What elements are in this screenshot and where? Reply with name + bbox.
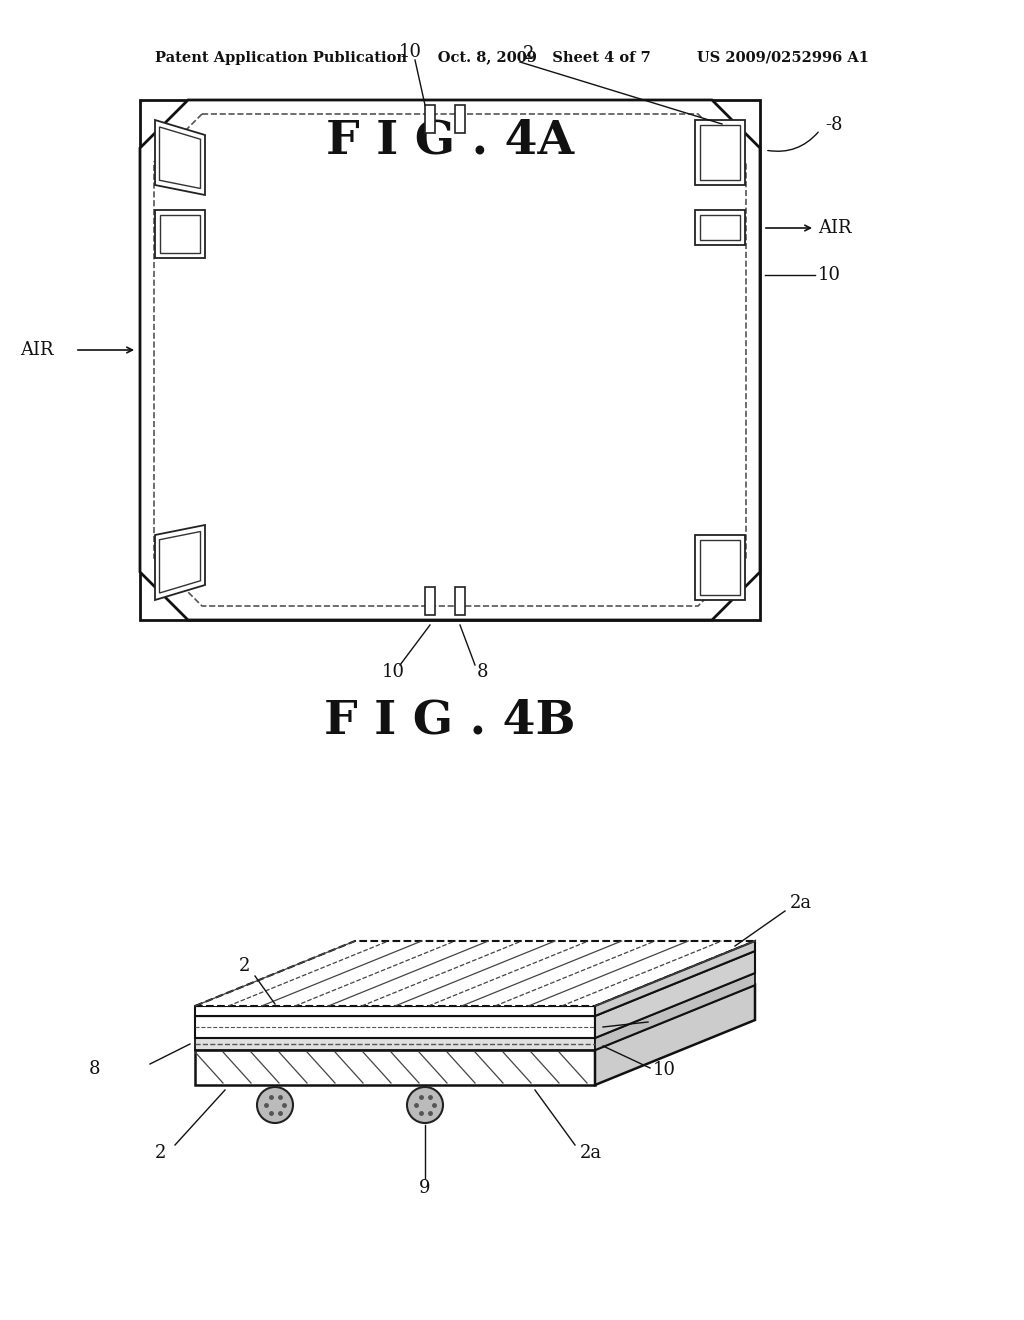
Text: 2: 2 (155, 1144, 166, 1162)
Polygon shape (140, 100, 760, 620)
Bar (455, 106, 465, 133)
Polygon shape (160, 127, 201, 189)
Polygon shape (195, 1006, 595, 1016)
Bar (700, 125, 740, 180)
Text: 2: 2 (522, 45, 534, 63)
Text: 10: 10 (653, 1061, 676, 1078)
Text: 9: 9 (419, 1179, 431, 1197)
Polygon shape (155, 525, 205, 601)
Polygon shape (155, 120, 205, 195)
Text: F I G . 4A: F I G . 4A (326, 117, 574, 162)
Polygon shape (195, 1038, 595, 1049)
Text: AIR: AIR (20, 341, 53, 359)
Text: -8: -8 (825, 116, 843, 135)
Polygon shape (195, 973, 755, 1038)
Text: 10: 10 (382, 663, 404, 681)
Text: 10: 10 (818, 267, 841, 284)
Polygon shape (595, 985, 755, 1085)
Bar (700, 540, 740, 595)
Polygon shape (195, 1049, 595, 1085)
Polygon shape (195, 1016, 595, 1038)
Text: 10: 10 (398, 44, 422, 61)
Polygon shape (595, 973, 755, 1049)
Text: 8: 8 (477, 663, 488, 681)
Polygon shape (195, 985, 755, 1049)
Circle shape (257, 1086, 293, 1123)
Text: 10: 10 (651, 1012, 674, 1031)
Polygon shape (595, 941, 755, 1016)
Text: 2a: 2a (790, 894, 812, 912)
Text: 8: 8 (89, 1060, 100, 1078)
Bar (695, 210, 745, 246)
Polygon shape (595, 950, 755, 1038)
Text: AIR: AIR (818, 219, 852, 238)
Bar (695, 120, 745, 185)
Text: 2a: 2a (580, 1144, 602, 1162)
Bar (425, 587, 435, 615)
Polygon shape (160, 532, 201, 593)
Bar (160, 215, 200, 253)
Text: F I G . 4B: F I G . 4B (325, 697, 575, 743)
Polygon shape (195, 941, 755, 1006)
Bar (695, 535, 745, 601)
Bar (700, 215, 740, 240)
Bar (425, 106, 435, 133)
Bar (155, 210, 205, 257)
Polygon shape (195, 950, 755, 1016)
Bar (140, 100, 760, 620)
Text: 2: 2 (240, 957, 251, 975)
Text: Patent Application Publication      Oct. 8, 2009   Sheet 4 of 7         US 2009/: Patent Application Publication Oct. 8, 2… (155, 51, 869, 65)
Circle shape (407, 1086, 443, 1123)
Bar (455, 587, 465, 615)
